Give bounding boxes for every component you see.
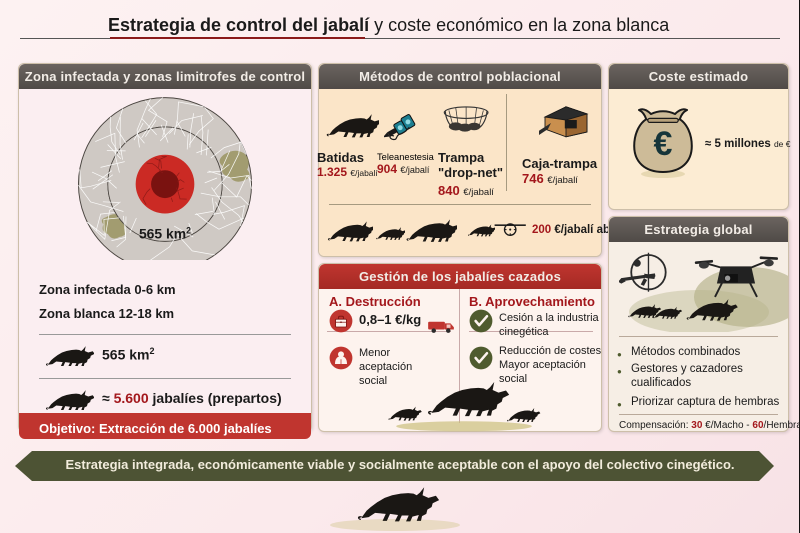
svg-text:565 km2: 565 km2 (139, 225, 191, 241)
svg-text:€: € (654, 125, 673, 163)
